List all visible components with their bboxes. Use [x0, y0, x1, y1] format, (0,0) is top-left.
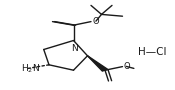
Text: O: O: [92, 17, 99, 26]
Polygon shape: [88, 56, 108, 71]
Text: N: N: [71, 44, 78, 53]
Text: H$_2$N: H$_2$N: [21, 62, 40, 75]
Text: H—Cl: H—Cl: [138, 47, 166, 57]
Text: O: O: [124, 62, 131, 71]
